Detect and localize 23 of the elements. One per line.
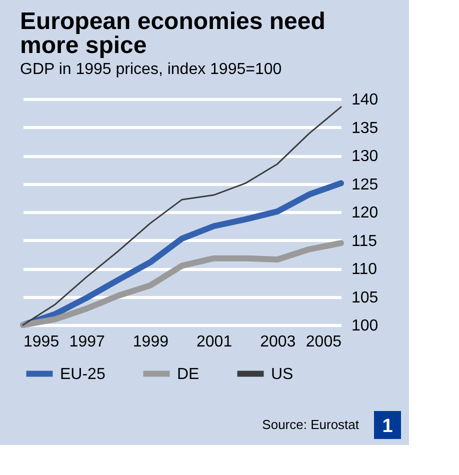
chart-title: European economies need more spice <box>20 8 326 59</box>
source-note: Source: Eurostat <box>262 417 360 432</box>
legend-label: EU-25 <box>60 366 106 383</box>
y-tick-label: 110 <box>352 261 378 278</box>
y-tick-label: 105 <box>352 289 378 306</box>
y-tick-label: 130 <box>352 148 378 165</box>
y-tick-label: 125 <box>352 176 378 194</box>
text: 1 <box>382 416 394 437</box>
x-tick-label: 2005 <box>306 334 342 350</box>
y-tick-label: 100 <box>352 318 378 334</box>
chart-subtitle: GDP in 1995 prices, index 1995=100 <box>20 61 282 78</box>
y-tick-label: 120 <box>352 204 378 222</box>
line-series <box>22 106 342 326</box>
y-tick-label: 140 <box>352 92 378 108</box>
legend-label: US <box>271 366 294 383</box>
y-tick-label: 135 <box>352 120 378 137</box>
x-tick-label: 1997 <box>69 334 105 350</box>
legend-label: DE <box>177 366 200 383</box>
x-tick-label: 2001 <box>196 334 232 350</box>
x-tick-label: 1999 <box>132 334 169 350</box>
y-tick-label: 115 <box>352 232 378 250</box>
x-tick-label: 2003 <box>260 334 296 350</box>
x-tick-label: 1995 <box>24 334 60 350</box>
